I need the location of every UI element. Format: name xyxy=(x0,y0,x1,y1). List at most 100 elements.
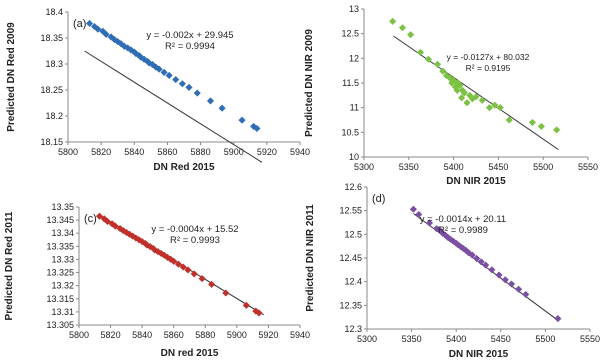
x-tick-label: 5920 xyxy=(258,330,278,340)
y-tick-label: 12 xyxy=(349,53,359,63)
x-tick-label: 5900 xyxy=(224,147,244,157)
y-tick-label: 12.6 xyxy=(344,182,362,192)
r-squared-label: R² = 0.9195 xyxy=(466,63,511,73)
data-point xyxy=(107,33,115,41)
x-axis-label: DN Red 2015 xyxy=(153,162,215,173)
y-tick-label: 10.5 xyxy=(341,127,359,137)
y-tick-label: 13.33 xyxy=(51,254,74,264)
data-point xyxy=(496,104,504,112)
data-point xyxy=(117,40,125,48)
x-tick-label: 5500 xyxy=(533,162,553,172)
y-tick-label: 10 xyxy=(349,152,359,162)
data-point xyxy=(416,48,425,57)
data-point xyxy=(85,19,94,28)
data-point xyxy=(409,205,418,213)
data-point xyxy=(179,263,187,271)
r-squared-label: R² = 0.9994 xyxy=(165,41,215,52)
r-squared-label: R² = 0.9989 xyxy=(438,225,488,236)
data-point xyxy=(155,65,163,73)
regression-equation: y = -0.0127x + 80.032 xyxy=(447,52,530,62)
y-tick-label: 18.4 xyxy=(45,7,63,17)
panel-label: (d) xyxy=(372,193,385,205)
data-point xyxy=(478,96,486,104)
y-tick-label: 12.5 xyxy=(344,229,362,239)
data-point xyxy=(198,274,206,283)
data-point xyxy=(488,266,496,274)
y-tick-label: 13.34 xyxy=(51,228,74,238)
y-axis-label: Predicted DN NIR 2011 xyxy=(305,204,316,312)
x-tick-label: 5300 xyxy=(357,334,377,344)
x-tick-label: 5860 xyxy=(157,147,177,157)
data-point xyxy=(415,210,423,219)
data-point xyxy=(172,75,180,84)
y-tick-label: 18.15 xyxy=(40,137,63,147)
data-point xyxy=(111,222,119,230)
data-point xyxy=(424,55,433,63)
data-point xyxy=(145,59,153,67)
data-point xyxy=(472,93,480,101)
x-tick-label: 5400 xyxy=(446,334,466,344)
y-tick-label: 12.5 xyxy=(341,29,359,39)
y-tick-label: 18.35 xyxy=(40,33,63,43)
data-point xyxy=(135,236,143,244)
data-point xyxy=(120,42,128,50)
data-point xyxy=(94,25,102,33)
chart-panel-4: 5300 5350 5400 5450 5500 5550 12.3 12.35 12.4 12.… xyxy=(305,182,600,360)
x-axis-label: DN NIR 2015 xyxy=(449,349,509,360)
data-point xyxy=(485,104,494,112)
y-tick-label: 12.4 xyxy=(344,277,362,287)
y-tick-label: 11 xyxy=(350,103,359,113)
x-tick-label: 5820 xyxy=(101,330,121,340)
data-point xyxy=(398,24,407,32)
data-point xyxy=(193,89,201,97)
y-tick-label: 12.35 xyxy=(339,300,362,310)
trendline xyxy=(84,50,263,163)
data-point xyxy=(481,261,490,269)
x-tick-label: 5800 xyxy=(69,330,89,340)
data-point xyxy=(456,81,464,90)
data-point xyxy=(453,86,461,95)
y-tick-label: 18.3 xyxy=(45,59,63,69)
data-point xyxy=(170,257,178,265)
data-point xyxy=(185,83,193,92)
data-point xyxy=(90,22,99,31)
data-point xyxy=(178,80,186,88)
y-axis-label: Predicted DN NIR 2009 xyxy=(304,29,315,137)
data-point xyxy=(507,280,516,288)
y-tick-label: 13.32 xyxy=(51,281,74,291)
data-point xyxy=(473,254,481,263)
x-tick-label: 5840 xyxy=(132,330,152,340)
data-point xyxy=(554,314,562,323)
data-point xyxy=(110,35,119,44)
y-axis-label: Predicted DN Red 2011 xyxy=(4,211,15,320)
data-point xyxy=(389,17,397,25)
data-point xyxy=(491,101,499,109)
data-point xyxy=(95,212,104,220)
y-tick-label: 13.305 xyxy=(46,320,74,330)
data-point xyxy=(102,30,110,39)
x-tick-label: 5350 xyxy=(402,334,422,344)
y-tick-label: 12.55 xyxy=(339,206,362,216)
data-point xyxy=(537,122,546,131)
data-point xyxy=(514,285,523,293)
y-tick-label: 13.31 xyxy=(51,307,74,317)
data-point xyxy=(222,289,230,297)
data-point xyxy=(406,30,415,39)
data-point xyxy=(207,280,216,289)
regression-equation: y = -0.0014x + 20.11 xyxy=(420,214,506,225)
data-point xyxy=(495,271,503,279)
data-point xyxy=(103,217,112,226)
panel-label: (c) xyxy=(84,213,97,225)
x-tick-label: 5500 xyxy=(535,334,555,344)
x-tick-label: 5550 xyxy=(580,334,600,344)
data-point xyxy=(468,251,476,259)
y-tick-label: 13.345 xyxy=(46,215,74,225)
data-point xyxy=(132,49,140,58)
data-point xyxy=(458,94,466,102)
data-point xyxy=(253,124,261,133)
data-point xyxy=(152,63,160,71)
y-axis-label: Predicted DN Red 2009 xyxy=(6,22,17,132)
x-tick-label: 5820 xyxy=(91,147,111,157)
